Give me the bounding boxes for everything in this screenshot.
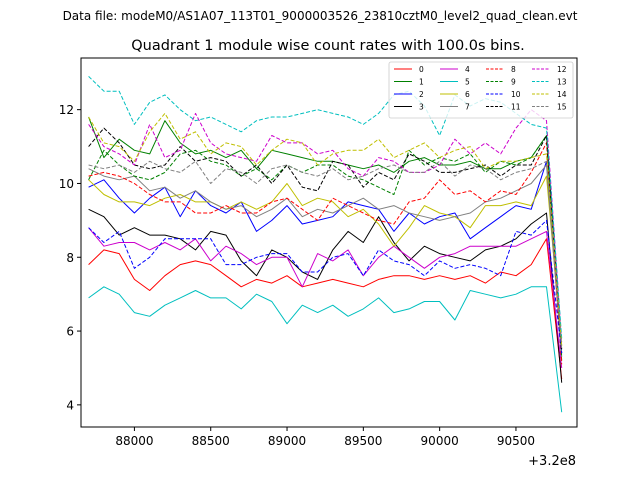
series-line-4	[88, 227, 563, 369]
legend-label-5: 5	[465, 78, 470, 87]
series-line-5	[88, 286, 563, 413]
legend-label-14: 14	[557, 90, 567, 99]
series-line-14	[88, 112, 563, 346]
series-line-12	[88, 109, 563, 343]
y-tick-label: 8	[66, 251, 74, 265]
series-lines	[88, 76, 563, 413]
series-line-2	[88, 160, 563, 354]
legend-label-3: 3	[419, 103, 424, 112]
x-tick-label: 89500	[344, 434, 382, 448]
legend-label-13: 13	[557, 78, 567, 87]
x-axis: 88000 88500 89000 89500 90000 90500	[115, 427, 535, 448]
legend-label-10: 10	[511, 90, 521, 99]
series-line-15	[88, 160, 563, 350]
y-tick-label: 12	[59, 103, 74, 117]
legend-label-9: 9	[511, 78, 516, 87]
legend-box	[388, 61, 574, 119]
y-tick-label: 4	[66, 398, 74, 412]
y-axis: 4 6 8 10 12	[59, 103, 81, 412]
legend-label-8: 8	[511, 65, 516, 74]
y-tick-label: 6	[66, 325, 74, 339]
chart-title: Quadrant 1 module wise count rates with …	[131, 38, 525, 54]
legend-label-7: 7	[465, 103, 470, 112]
series-line-1	[88, 116, 563, 361]
y-tick-label: 10	[59, 177, 74, 191]
x-tick-label: 90500	[497, 434, 535, 448]
x-tick-label: 88500	[192, 434, 230, 448]
legend-label-0: 0	[419, 65, 424, 74]
x-tick-label: 89000	[268, 434, 306, 448]
legend-label-1: 1	[419, 78, 424, 87]
legend-label-2: 2	[419, 90, 424, 99]
legend-label-6: 6	[465, 90, 470, 99]
x-offset-label: +3.2e8	[528, 454, 576, 469]
data-file-label: Data file: modeM0/AS1A07_113T01_90000035…	[63, 9, 578, 23]
legend-label-15: 15	[557, 103, 567, 112]
legend-label-12: 12	[557, 65, 567, 74]
legend-label-4: 4	[465, 65, 470, 74]
series-line-0	[88, 238, 563, 380]
x-tick-label: 90000	[421, 434, 459, 448]
x-tick-label: 88000	[115, 434, 153, 448]
legend-label-11: 11	[511, 103, 521, 112]
plot-frame	[80, 57, 578, 428]
series-line-6	[88, 175, 563, 346]
series-line-8	[88, 142, 563, 365]
series-line-7	[88, 164, 563, 357]
series-line-3	[88, 208, 563, 383]
